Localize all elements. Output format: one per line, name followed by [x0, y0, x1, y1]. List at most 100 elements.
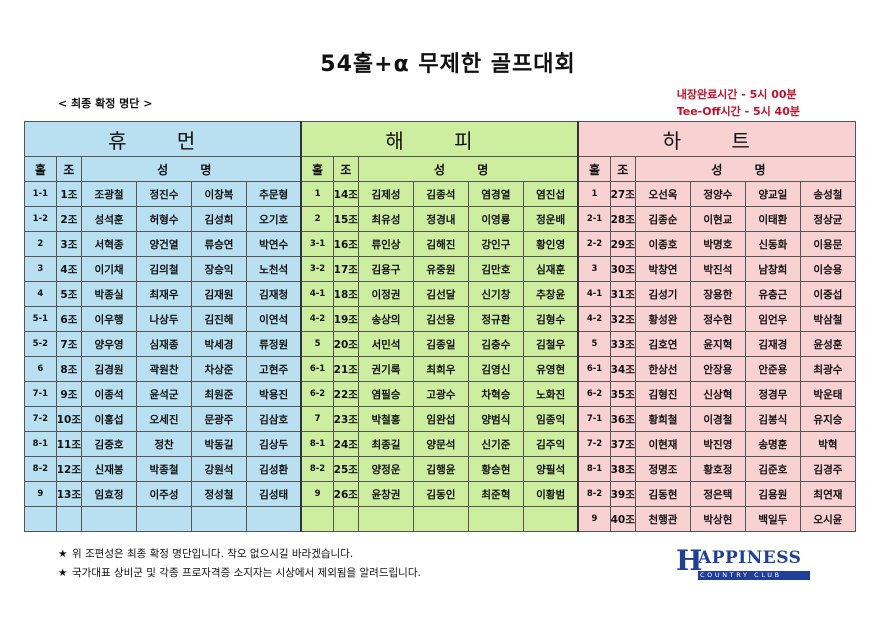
table-row: 5-2 7조 양우영 심재종 박세경 류정원 5 20조 서민석 김종일 김충수 김철우 5 33조 김호연… [24, 331, 857, 357]
player-name-cell: 성석훈 [81, 206, 138, 232]
player-name-cell: 나상두 [136, 306, 192, 332]
hole-cell: 1-2 [24, 206, 57, 232]
group-cell: 2조 [55, 206, 83, 232]
group-cell: 29조 [609, 231, 636, 257]
hole-cell: 8-1 [24, 431, 57, 457]
section-title: 해 피 [300, 121, 579, 157]
player-name-cell [522, 506, 579, 532]
group-cell: 16조 [332, 231, 359, 257]
player-name-cell: 최유성 [357, 206, 414, 232]
group-cell: 27조 [609, 181, 636, 207]
group-cell: 31조 [609, 281, 636, 307]
player-name-cell: 박종철 [136, 456, 192, 482]
player-name-cell: 김성태 [245, 481, 302, 507]
player-name-cell: 오시윤 [799, 506, 857, 532]
player-name-cell: 조광철 [81, 181, 138, 207]
player-name-cell: 이기채 [81, 256, 138, 282]
player-name-cell: 오세진 [136, 406, 192, 432]
player-name-cell: 신상혁 [689, 381, 746, 407]
player-name-cell: 송상의 [357, 306, 414, 332]
player-name-cell: 정상균 [799, 206, 857, 232]
player-name-cell: 정양수 [689, 181, 746, 207]
player-name-cell: 김형수 [522, 306, 579, 332]
player-name-cell: 김용원 [744, 481, 801, 507]
group-cell: 39조 [609, 481, 636, 507]
player-name-cell: 박연수 [245, 231, 302, 257]
player-name-cell: 고현주 [245, 356, 302, 382]
player-name-cell: 박세경 [190, 331, 247, 357]
player-name-cell: 유지승 [799, 406, 857, 432]
group-header: 조 [332, 156, 359, 182]
player-name-cell: 문광주 [190, 406, 247, 432]
hole-header: 홀 [24, 156, 57, 182]
table-row: 8-2 12조 신재봉 박종철 강원석 김성환 8-2 25조 양정운 김행윤 황승현 양필석 8-1 3… [24, 456, 857, 482]
table-row: 8-1 11조 김중호 정찬 박동길 김상두 8-1 24조 최종길 양문석 신기준 김주익 7-2 37… [24, 431, 857, 457]
hole-cell: 7-2 [24, 406, 57, 432]
player-name-cell: 박진석 [689, 256, 746, 282]
group-cell: 10조 [55, 406, 83, 432]
group-cell: 21조 [332, 356, 359, 382]
player-name-cell: 송성철 [799, 181, 857, 207]
player-name-cell: 김제성 [357, 181, 414, 207]
hole-cell: 2 [24, 231, 57, 257]
player-name-cell: 윤지혁 [689, 331, 746, 357]
player-name-cell: 장용한 [689, 281, 746, 307]
player-name-cell: 김종석 [412, 181, 469, 207]
player-name-cell [467, 506, 524, 532]
player-name-cell: 박종실 [81, 281, 138, 307]
player-name-cell: 강인구 [467, 231, 524, 257]
hole-header: 홀 [577, 156, 611, 182]
player-name-cell: 양문석 [412, 431, 469, 457]
player-name-cell: 임완섭 [412, 406, 469, 432]
hole-cell: 6-2 [577, 381, 611, 407]
player-name-cell: 김삼호 [245, 406, 302, 432]
player-name-cell: 정경내 [412, 206, 469, 232]
player-name-cell: 신동화 [744, 231, 801, 257]
player-name-cell: 정성철 [190, 481, 247, 507]
player-name-cell: 서민석 [357, 331, 414, 357]
player-name-cell: 양범식 [467, 406, 524, 432]
player-name-cell: 김재원 [190, 281, 247, 307]
hole-cell: 8-2 [300, 456, 334, 482]
player-name-cell: 김용구 [357, 256, 414, 282]
group-cell: 25조 [332, 456, 359, 482]
hole-cell: 1-1 [24, 181, 57, 207]
hole-cell: 2 [300, 206, 334, 232]
player-name-cell: 김성환 [245, 456, 302, 482]
hole-cell [24, 506, 57, 532]
group-cell: 13조 [55, 481, 83, 507]
group-cell: 40조 [609, 506, 636, 532]
player-name-cell: 안준용 [744, 356, 801, 382]
player-name-cell: 이연석 [245, 306, 302, 332]
player-name-cell: 황희철 [634, 406, 691, 432]
player-name-cell: 심재종 [136, 331, 192, 357]
player-name-cell: 박혁 [799, 431, 857, 457]
player-name-cell: 이홍섭 [81, 406, 138, 432]
player-name-cell: 양필석 [522, 456, 579, 482]
player-name-cell: 이정권 [357, 281, 414, 307]
player-name-cell: 장승익 [190, 256, 247, 282]
hole-cell: 4 [24, 281, 57, 307]
player-name-cell [81, 506, 138, 532]
player-name-cell: 김경주 [799, 456, 857, 482]
player-name-cell: 김영신 [467, 356, 524, 382]
player-name-cell: 유영현 [522, 356, 579, 382]
group-cell: 18조 [332, 281, 359, 307]
table-row: 9 13조 임효정 이주성 정성철 김성태 9 26조 윤창권 김동인 최준혁 이황범 8-2 39조 김동… [24, 481, 857, 507]
player-name-cell: 이현재 [634, 431, 691, 457]
player-name-cell: 김충수 [467, 331, 524, 357]
hole-cell: 7-2 [577, 431, 611, 457]
player-name-cell: 최연재 [799, 481, 857, 507]
group-cell: 36조 [609, 406, 636, 432]
player-name-cell: 최희우 [412, 356, 469, 382]
player-name-cell: 김동현 [634, 481, 691, 507]
hole-cell: 2-2 [577, 231, 611, 257]
player-name-cell: 김선달 [412, 281, 469, 307]
group-header: 조 [55, 156, 83, 182]
notes: ★ 위 조편성은 최종 확정 명단입니다. 착오 없으시길 바라겠습니다. ★ 국가… [58, 545, 421, 583]
group-cell: 12조 [55, 456, 83, 482]
player-name-cell: 남창희 [744, 256, 801, 282]
player-name-cell: 김해진 [412, 231, 469, 257]
